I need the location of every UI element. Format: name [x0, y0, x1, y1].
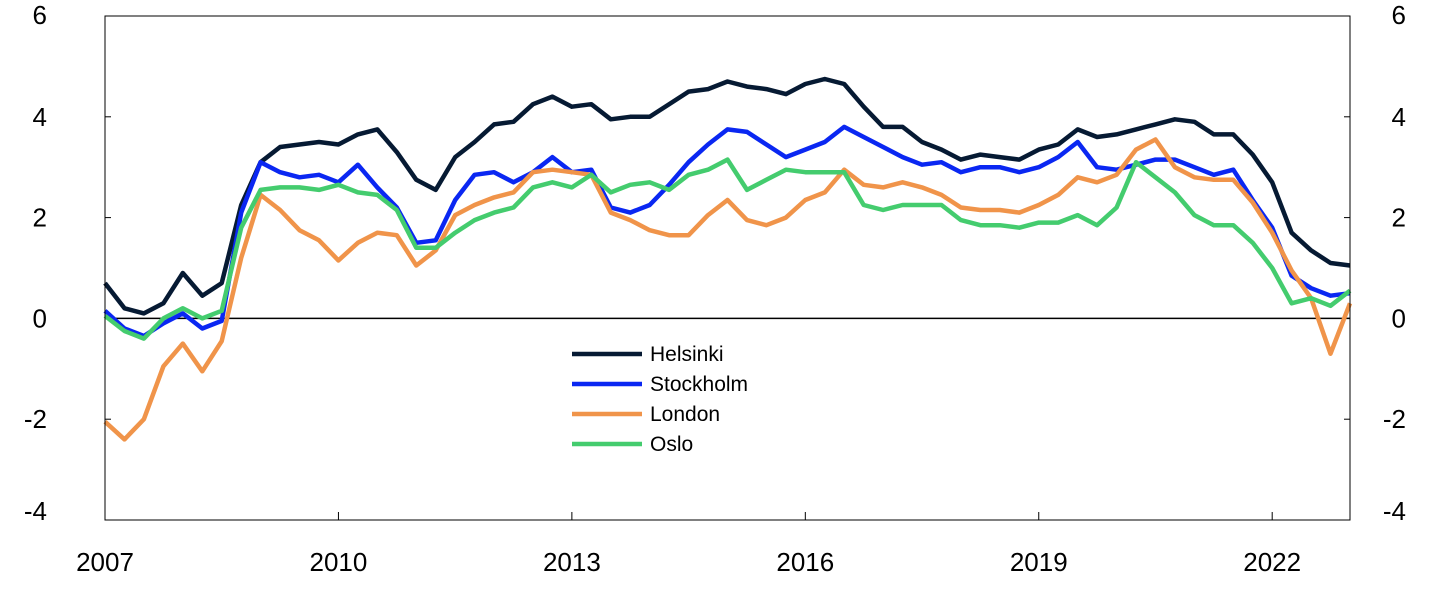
right-y-tick-label: -4 — [1383, 496, 1406, 526]
x-tick-labels: 2007 2010 2013 2016 2019 2022 — [76, 512, 1301, 577]
x-tick-label: 2022 — [1243, 547, 1301, 577]
right-y-tick-label: 2 — [1392, 203, 1406, 233]
left-y-tick-labels: 6 4 2 0 -2 -4 — [24, 0, 111, 526]
series-lines — [103, 76, 1353, 442]
series-line-oslo — [103, 157, 1352, 341]
series-line-stockholm — [103, 124, 1351, 339]
right-y-tick-label: 6 — [1392, 0, 1406, 30]
left-y-tick-label: -4 — [24, 496, 47, 526]
left-y-tick-label: 6 — [33, 0, 47, 30]
legend-label-stockholm: Stockholm — [650, 373, 748, 396]
x-tick-label: 2013 — [543, 547, 601, 577]
left-y-tick-label: 2 — [33, 203, 47, 233]
x-tick-label: 2007 — [76, 547, 134, 577]
legend: Helsinki Stockholm London Oslo — [572, 343, 748, 456]
legend-label-helsinki: Helsinki — [650, 343, 724, 366]
legend-label-oslo: Oslo — [650, 433, 693, 456]
right-y-tick-labels: 6 4 2 0 -2 -4 — [1344, 0, 1406, 526]
x-tick-label: 2019 — [1010, 547, 1068, 577]
left-y-tick-label: 0 — [33, 303, 47, 333]
series-line-helsinki — [103, 76, 1351, 316]
left-y-tick-label: 4 — [33, 102, 47, 132]
plot-frame — [104, 15, 1351, 521]
x-tick-label: 2016 — [776, 547, 834, 577]
right-y-tick-label: 4 — [1392, 102, 1406, 132]
x-tick-label: 2010 — [310, 547, 368, 577]
series-line-london — [103, 137, 1353, 442]
right-y-tick-label: 0 — [1392, 303, 1406, 333]
right-y-tick-label: -2 — [1383, 404, 1406, 434]
left-y-tick-label: -2 — [24, 404, 47, 434]
legend-label-london: London — [650, 403, 720, 426]
